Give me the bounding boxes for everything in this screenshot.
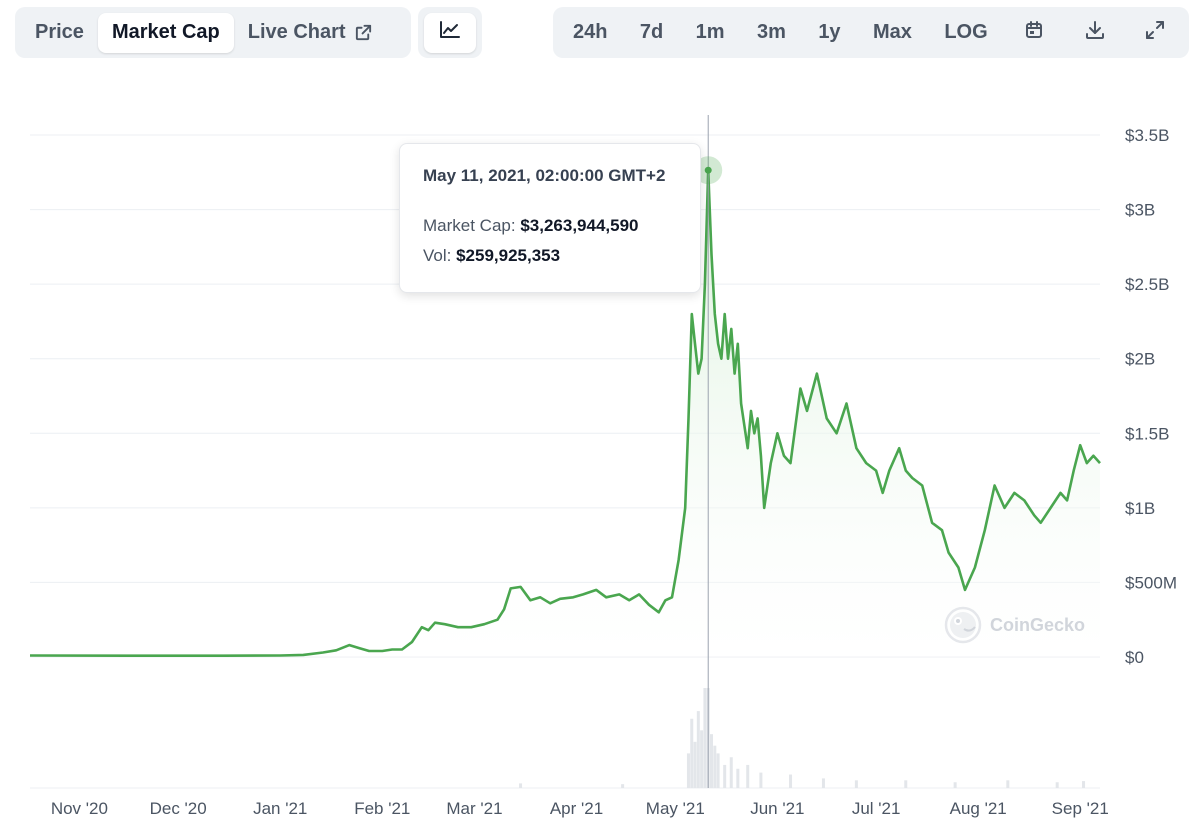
tooltip-market-cap-label: Market Cap:	[423, 216, 516, 235]
expand-button[interactable]	[1133, 13, 1177, 53]
x-tick-label: May '21	[646, 799, 705, 818]
y-axis-ticks: $0 $500M $1B $1.5B $2B $2.5B $3B $3.5B	[1125, 126, 1177, 667]
x-tick-label: Feb '21	[354, 799, 410, 818]
volume-bar	[746, 764, 750, 788]
chart-metric-tabs: Price Market Cap Live Chart	[15, 7, 411, 58]
volume-bar	[904, 780, 908, 788]
volume-bar	[854, 780, 858, 788]
y-tick-label: $1B	[1125, 499, 1155, 518]
x-tick-label: Dec '20	[150, 799, 207, 818]
volume-bar	[716, 753, 720, 788]
market-cap-chart[interactable]: $0 $500M $1B $1.5B $2B $2.5B $3B $3.5B Nov '20 D…	[0, 60, 1200, 834]
tab-live-chart-label: Live Chart	[247, 21, 346, 43]
range-7d-button[interactable]: 7d	[639, 21, 664, 43]
market-cap-area	[30, 170, 1100, 657]
line-chart-button[interactable]	[424, 12, 476, 53]
x-tick-label: Nov '20	[51, 799, 108, 818]
tab-market-cap[interactable]: Market Cap	[97, 12, 234, 53]
volume-bar	[821, 778, 825, 788]
time-range-group: 24h 7d 1m 3m 1y Max LOG	[553, 7, 1189, 58]
hover-crosshair	[694, 115, 723, 788]
x-tick-label: Mar '21	[446, 799, 502, 818]
volume-bar	[953, 782, 957, 788]
external-link-icon	[354, 23, 373, 42]
y-tick-label: $3.5B	[1125, 126, 1169, 145]
calendar-icon	[1024, 20, 1044, 46]
x-tick-label: Apr '21	[550, 799, 603, 818]
tab-live-chart[interactable]: Live Chart	[234, 13, 387, 53]
volume-bar	[1055, 782, 1059, 788]
volume-bar	[1006, 780, 1010, 788]
download-icon	[1084, 19, 1106, 47]
volume-bar	[690, 718, 694, 788]
tooltip-volume-label: Vol:	[423, 246, 452, 265]
chart-tooltip: May 11, 2021, 02:00:00 GMT+2 Market Cap:…	[399, 143, 701, 293]
tab-price[interactable]: Price	[35, 21, 84, 43]
hover-point	[704, 166, 712, 174]
volume-bars	[519, 688, 1086, 788]
x-tick-label: Jan '21	[253, 799, 307, 818]
volume-bar	[723, 764, 727, 788]
tooltip-market-cap-row: Market Cap: $3,263,944,590	[423, 216, 700, 236]
tooltip-date: May 11, 2021, 02:00:00 GMT+2	[423, 166, 666, 185]
market-cap-line	[29, 168, 1101, 657]
volume-bar	[686, 753, 690, 788]
tooltip-volume-value: $259,925,353	[456, 246, 561, 265]
x-tick-label: Sep '21	[1052, 799, 1109, 818]
gecko-logo-icon	[944, 606, 982, 644]
volume-bar	[736, 768, 740, 788]
volume-bar	[729, 757, 733, 788]
line-chart-icon	[439, 20, 461, 46]
range-1m-button[interactable]: 1m	[695, 21, 725, 43]
x-tick-label: Jul '21	[852, 799, 901, 818]
tooltip-market-cap-value: $3,263,944,590	[520, 216, 639, 235]
volume-bar	[713, 745, 717, 788]
market-cap-area-fill	[30, 170, 1100, 657]
market-cap-series-line	[29, 168, 1101, 657]
y-tick-label: $2.5B	[1125, 275, 1169, 294]
volume-bar	[693, 741, 697, 788]
tooltip-volume-row: Vol: $259,925,353	[423, 246, 700, 266]
y-tick-label: $3B	[1125, 201, 1155, 220]
coingecko-watermark: CoinGecko	[944, 606, 1085, 644]
calendar-button[interactable]	[1012, 13, 1056, 53]
volume-bar	[1082, 781, 1086, 788]
volume-bar	[621, 784, 625, 788]
volume-bar	[519, 783, 523, 788]
watermark-text: CoinGecko	[990, 614, 1086, 635]
x-axis-ticks: Nov '20 Dec '20 Jan '21 Feb '21 Mar '21 Apr '…	[51, 799, 1109, 818]
y-tick-label: $1.5B	[1125, 424, 1169, 443]
expand-icon	[1144, 19, 1166, 47]
chart-type-group	[418, 7, 482, 58]
volume-bar	[703, 688, 707, 788]
download-button[interactable]	[1073, 13, 1117, 53]
volume-bar	[710, 734, 714, 788]
range-24h-button[interactable]: 24h	[573, 21, 608, 43]
y-tick-label: $0	[1125, 648, 1144, 667]
x-tick-label: Jun '21	[750, 799, 804, 818]
volume-bar	[759, 772, 763, 788]
volume-bar	[789, 774, 793, 788]
y-tick-label: $500M	[1125, 573, 1177, 592]
range-3m-button[interactable]: 3m	[756, 21, 786, 43]
volume-bar	[696, 711, 700, 788]
range-1y-button[interactable]: 1y	[818, 21, 841, 43]
volume-bar	[700, 730, 704, 788]
range-max-button[interactable]: Max	[872, 21, 912, 43]
y-tick-label: $2B	[1125, 350, 1155, 369]
x-tick-label: Aug '21	[950, 799, 1007, 818]
log-scale-button[interactable]: LOG	[944, 21, 988, 43]
